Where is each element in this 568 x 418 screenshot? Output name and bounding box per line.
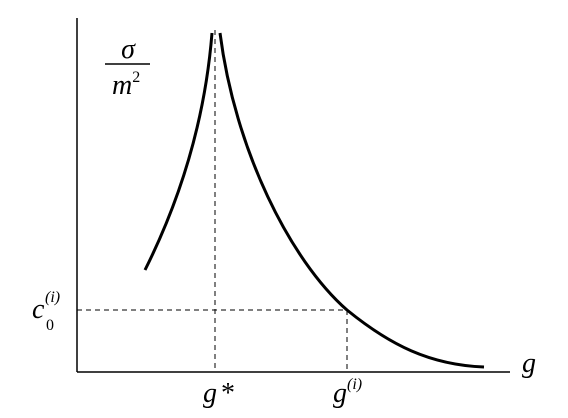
curve	[218, 32, 485, 369]
curve	[143, 32, 214, 271]
y-label-base: m	[112, 70, 132, 101]
x-marker: g(i)	[333, 376, 362, 409]
x-axis-label: g	[522, 348, 536, 379]
x-marker-suffix: *	[221, 378, 235, 409]
x-marker-base: g	[333, 378, 347, 409]
y-label-exponent: 2	[132, 69, 140, 86]
y-marker: c0 (i)	[32, 289, 60, 334]
x-marker-base: g	[203, 378, 217, 409]
x-marker: g *	[203, 378, 235, 409]
y-marker-superscript: (i)	[45, 289, 60, 306]
x-marker-superscript: (i)	[347, 376, 362, 393]
y-label-denominator: m2	[112, 69, 140, 101]
y-marker-subscript: 0	[46, 317, 54, 334]
y-marker-base: c	[32, 294, 45, 325]
y-label-numerator: σ	[121, 34, 136, 65]
